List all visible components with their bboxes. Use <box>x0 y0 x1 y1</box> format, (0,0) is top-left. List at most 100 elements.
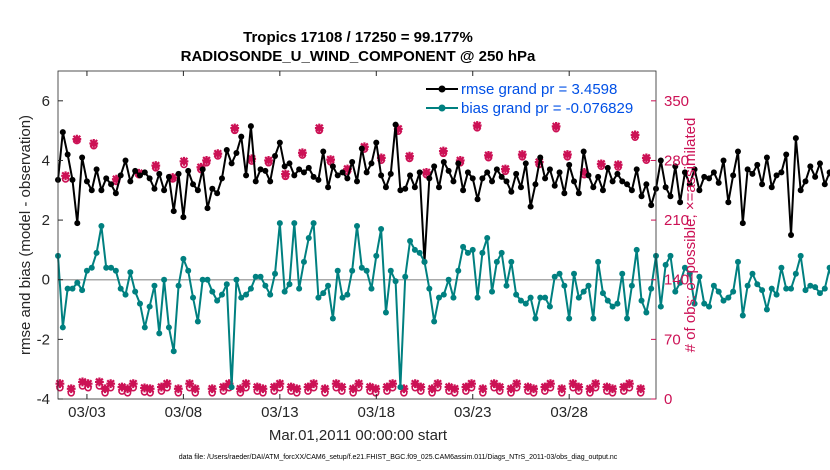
rmse-point <box>609 178 616 185</box>
rmse-point <box>247 123 254 130</box>
plot-area-frame <box>57 70 657 400</box>
rmse-point <box>286 160 293 167</box>
bias-point <box>98 223 105 230</box>
obs-assimilated-marker <box>337 382 347 392</box>
obs-assimilated-marker <box>602 382 612 392</box>
obs-assimilated-marker <box>168 173 178 182</box>
y-tick-label-right: 140 <box>664 272 689 289</box>
rmse-point <box>397 187 404 194</box>
obs-assimilated-marker <box>455 156 465 165</box>
obs-assimilated-x <box>613 160 623 170</box>
obs-assimilated-marker <box>252 382 262 392</box>
bias-point <box>628 282 635 289</box>
rmse-point <box>662 184 669 191</box>
obs-assimilated-marker <box>427 384 437 394</box>
bias-point <box>503 282 510 289</box>
bias-point <box>334 267 341 274</box>
obs-assimilated-marker <box>484 150 493 160</box>
obs-assimilated-x <box>506 384 516 394</box>
obs-assimilated-marker <box>546 379 555 389</box>
rmse-point <box>382 184 389 191</box>
legend-bias-marker <box>438 104 446 112</box>
bias-point <box>286 281 293 288</box>
obs-assimilated-x <box>433 379 443 389</box>
rmse-point <box>122 157 129 164</box>
bias-point <box>296 285 303 292</box>
bias-point <box>421 258 428 265</box>
rmse-point <box>103 175 110 182</box>
rmse-point <box>127 178 134 185</box>
bias-point <box>469 246 476 253</box>
bias-point <box>440 291 447 298</box>
obs-assimilated-x <box>314 123 324 133</box>
data-file-footer: data file: /Users/raeder/DAI/ATM_forcXX/… <box>179 454 618 461</box>
obs-assimilated-marker <box>450 384 460 394</box>
legend: rmse grand pr = 3.4598 bias grand pr = -… <box>426 77 650 121</box>
obs-assimilated-x <box>405 151 414 161</box>
rmse-point <box>305 164 312 171</box>
obs-assimilated-marker <box>258 384 268 394</box>
obs-assimilated-x <box>512 379 522 389</box>
bias-point <box>426 285 433 292</box>
rmse-point <box>710 169 717 176</box>
bias-point <box>397 384 404 391</box>
bias-point <box>69 285 76 292</box>
obs-assimilated-x <box>72 134 82 144</box>
obs-assimilated-marker <box>585 384 595 394</box>
bias-point <box>223 281 230 288</box>
bias-point <box>88 264 95 271</box>
rmse-point <box>300 169 307 176</box>
obs-assimilated-x <box>523 382 533 392</box>
bias-point <box>450 294 457 301</box>
obs-assimilated-marker <box>281 169 290 179</box>
bias-point <box>619 270 626 277</box>
bias-point <box>402 273 409 280</box>
bias-point <box>276 220 283 227</box>
rmse-point <box>691 166 698 173</box>
rmse-point <box>108 181 115 188</box>
rmse-point <box>228 160 235 167</box>
bias-point <box>185 267 192 274</box>
rmse-point <box>445 167 452 174</box>
bias-point <box>720 297 727 304</box>
bias-point <box>537 294 544 301</box>
rmse-point <box>243 172 250 179</box>
obs-assimilated-marker <box>343 164 352 174</box>
bias-point <box>643 309 650 316</box>
rmse-point <box>778 169 785 176</box>
bias-point <box>754 281 761 288</box>
bias-point <box>624 315 631 322</box>
obs-assimilated-x <box>95 377 104 387</box>
bias-point <box>460 243 467 250</box>
rmse-point <box>363 169 370 176</box>
obs-assimilated-marker <box>61 171 70 181</box>
bias-point <box>788 285 795 292</box>
obs-assimilated-x <box>495 382 505 392</box>
rmse-point <box>83 178 90 185</box>
bias-point <box>339 294 346 301</box>
y-axis-label-left: rmse and bias (model - observation) <box>17 115 34 355</box>
bias-point <box>778 264 785 271</box>
rmse-point <box>339 169 346 176</box>
obs-assimilated-x <box>61 171 70 181</box>
rmse-point <box>537 154 544 161</box>
obs-assimilated-marker <box>309 379 319 389</box>
bias-point <box>291 220 298 227</box>
bias-point <box>696 273 703 280</box>
obs-assimilated-x <box>619 382 629 392</box>
rmse-point <box>315 176 322 183</box>
obs-assimilated-x <box>230 123 240 133</box>
obs-assimilated-marker <box>405 151 414 161</box>
y-axis-label-right: # of obs: o=possible; ×=assimilated <box>682 118 699 353</box>
rmse-point <box>310 173 317 180</box>
bias-point <box>445 276 452 283</box>
bias-point <box>252 273 259 280</box>
bias-point <box>59 324 66 331</box>
bias-point <box>455 267 462 274</box>
rmse-point <box>575 190 582 197</box>
bias-point <box>759 287 766 294</box>
bias-point <box>228 384 235 391</box>
obs-assimilated-marker <box>297 148 307 158</box>
rmse-point <box>595 173 602 180</box>
rmse-point <box>368 160 375 167</box>
